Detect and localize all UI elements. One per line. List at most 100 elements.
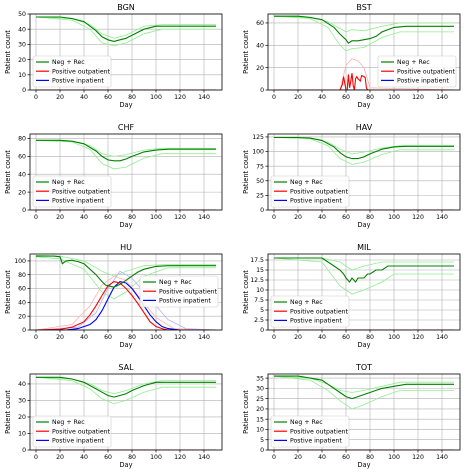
y-tick-label: 10 <box>256 287 264 294</box>
x-tick-label: 80 <box>366 334 374 341</box>
legend-box <box>270 295 350 328</box>
band-line <box>273 15 454 33</box>
y-tick-label: 30 <box>18 398 26 405</box>
x-axis-label: Day <box>119 341 132 349</box>
legend-label: Neg + Rec <box>290 419 323 426</box>
y-tick-label: 50 <box>18 11 26 18</box>
chart-title: HAV <box>356 123 373 132</box>
chart-title: CHF <box>118 123 135 132</box>
x-tick-label: 0 <box>272 94 276 101</box>
x-tick-label: 40 <box>80 334 88 341</box>
axes-frame <box>29 133 223 211</box>
legend: Neg + Rec Positive outpatient Postive inpa… <box>32 415 112 448</box>
x-axis-label: Day <box>357 221 370 229</box>
y-tick-label: 25 <box>256 396 264 403</box>
y-tick-label: 40 <box>18 26 26 33</box>
legend-label: Positive outpatient <box>159 288 218 295</box>
y-tick-label: 60 <box>18 286 26 293</box>
x-tick-label: 120 <box>412 214 424 221</box>
series-line-neg-rec <box>36 376 216 398</box>
x-tick-label: 20 <box>294 94 302 101</box>
x-tick-label: 120 <box>412 94 424 101</box>
plot-area <box>273 136 454 210</box>
axes-frame <box>29 373 223 451</box>
y-tick-label: 35 <box>256 375 264 382</box>
x-tick-label: 40 <box>80 94 88 101</box>
x-tick-label: 80 <box>366 214 374 221</box>
y-axis-label: Patient count <box>242 270 250 314</box>
legend: Neg + Rec Positive outpatient Postive inpa… <box>32 175 112 208</box>
y-tick-label: 0 <box>22 207 26 214</box>
chart-title: BST <box>356 3 371 12</box>
legend-label: Postive inpatient <box>52 198 104 205</box>
x-tick-label: 60 <box>342 214 350 221</box>
x-tick-label: 20 <box>294 454 302 461</box>
x-tick-label: 60 <box>342 334 350 341</box>
legend-label: Positive outpatient <box>397 68 456 75</box>
y-tick-label: 20 <box>18 313 26 320</box>
x-tick-label: 100 <box>150 94 162 101</box>
x-tick-label: 120 <box>412 454 424 461</box>
series-line-neg-rec <box>274 375 454 400</box>
x-axis-label: Day <box>119 221 132 229</box>
x-tick-label: 80 <box>366 454 374 461</box>
axes-frame <box>267 253 461 331</box>
x-tick-label: 40 <box>318 454 326 461</box>
x-tick-label: 80 <box>128 214 136 221</box>
x-tick-label: 20 <box>294 334 302 341</box>
chart-panel-mil: 0 20 40 60 80 100 120 140 0 2.5 5 7.5 10 12.5 15 17.5 MI… <box>242 243 461 349</box>
legend-label: Postive inpatient <box>290 318 342 325</box>
legend: Neg + Rec Positive outpatient Postive inpa… <box>139 275 219 308</box>
y-tick-label: 80 <box>18 136 26 143</box>
y-axis-label: Patient count <box>4 390 12 434</box>
series-line-neg-rec <box>274 15 454 44</box>
axes-frame <box>267 13 461 91</box>
y-tick-label: 5 <box>260 437 264 444</box>
legend-box <box>270 415 350 448</box>
band-line <box>35 376 216 405</box>
legend: Neg + Rec Positive outpatient Postive inpa… <box>377 55 457 88</box>
legend: Neg + Rec Positive outpatient Postive inpa… <box>270 415 350 448</box>
y-tick-label: 40 <box>18 381 26 388</box>
y-axis-label: Patient count <box>4 270 12 314</box>
band-line <box>35 16 216 47</box>
legend-box <box>270 175 350 208</box>
axes-frame <box>29 253 223 331</box>
x-tick-label: 20 <box>56 454 64 461</box>
band-line <box>274 257 454 271</box>
y-tick-label: 50 <box>256 178 264 185</box>
x-tick-label: 0 <box>272 214 276 221</box>
y-tick-label: 80 <box>18 272 26 279</box>
chart-panel-hu: 0 20 40 60 80 100 120 140 0 20 40 60 80 100 HU Day Patie… <box>4 243 223 349</box>
y-tick-label: 40 <box>18 300 26 307</box>
band-line <box>274 58 455 90</box>
x-tick-label: 20 <box>56 334 64 341</box>
x-tick-label: 80 <box>128 334 136 341</box>
legend-label: Neg + Rec <box>52 419 85 426</box>
x-axis-label: Day <box>119 461 132 469</box>
x-tick-label: 140 <box>436 334 448 341</box>
legend-box <box>32 55 112 88</box>
plot-area <box>35 16 216 90</box>
y-axis-label: Patient count <box>4 150 12 194</box>
x-tick-label: 60 <box>104 334 112 341</box>
y-tick-label: 40 <box>18 171 26 178</box>
x-axis-label: Day <box>357 461 370 469</box>
band-line <box>273 375 454 410</box>
y-tick-label: 30 <box>18 42 26 49</box>
legend-box <box>139 275 219 308</box>
y-axis-label: Patient count <box>242 30 250 74</box>
x-tick-label: 100 <box>150 334 162 341</box>
chart-title: HU <box>120 243 132 252</box>
x-tick-label: 60 <box>104 454 112 461</box>
chart-panel-tot: 0 20 40 60 80 100 120 140 0 5 10 15 20 25 30 35 TOT Day Pa… <box>242 363 461 469</box>
series-line-positive-outpatient <box>35 281 216 330</box>
y-tick-label: 0 <box>22 327 26 334</box>
x-tick-label: 20 <box>56 214 64 221</box>
plot-area <box>273 257 454 330</box>
chart-panel-sal: 0 20 40 60 80 100 120 140 0 10 20 30 40 SAL Day Patient… <box>4 363 223 469</box>
band-line <box>35 139 216 170</box>
y-tick-label: 15 <box>256 416 264 423</box>
plot-area <box>35 255 217 330</box>
